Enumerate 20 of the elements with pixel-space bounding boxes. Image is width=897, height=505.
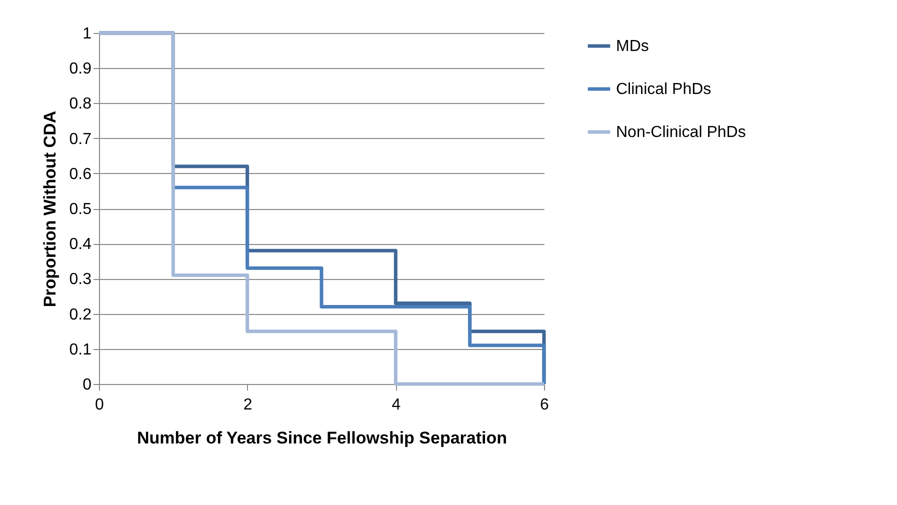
legend-label: Clinical PhDs bbox=[616, 81, 712, 98]
y-tick-label: 0.3 bbox=[69, 271, 92, 288]
legend-label: MDs bbox=[616, 38, 649, 55]
y-tick-label: 0.4 bbox=[69, 236, 92, 254]
y-tick-label: 0 bbox=[82, 376, 92, 394]
y-tick-label: 0.1 bbox=[69, 341, 92, 358]
x-axis-title: Number of Years Since Fellowship Separation bbox=[136, 428, 508, 448]
x-tick-label: 0 bbox=[95, 396, 104, 414]
legend-label: Non-Clinical PhDs bbox=[616, 124, 746, 141]
x-tick-label: 4 bbox=[392, 396, 401, 414]
y-tick-label: 0.7 bbox=[69, 130, 92, 148]
x-tick-label: 2 bbox=[243, 396, 252, 414]
y-tick-label: 0.8 bbox=[69, 96, 92, 113]
y-tick-label: 0.9 bbox=[69, 60, 92, 78]
y-tick-label: 0.6 bbox=[69, 166, 92, 183]
y-tick-label: 0.5 bbox=[69, 201, 92, 218]
y-tick-label: 0.2 bbox=[69, 306, 92, 324]
x-tick-label: 6 bbox=[540, 396, 550, 414]
y-tick-label: 1 bbox=[82, 26, 92, 42]
y-axis-title: Proportion Without CDA bbox=[40, 110, 60, 308]
